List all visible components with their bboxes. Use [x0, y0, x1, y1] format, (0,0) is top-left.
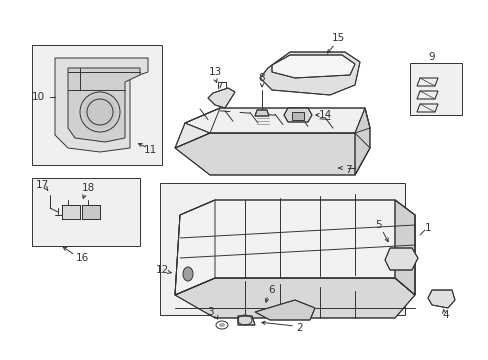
Polygon shape — [254, 300, 314, 320]
Text: 11: 11 — [143, 145, 156, 155]
Polygon shape — [238, 316, 254, 325]
Polygon shape — [284, 108, 311, 122]
Polygon shape — [394, 200, 414, 295]
Polygon shape — [384, 248, 417, 270]
Text: 18: 18 — [81, 183, 95, 193]
Bar — [62, 205, 80, 219]
Text: 10: 10 — [31, 92, 44, 102]
Text: 4: 4 — [442, 310, 448, 320]
Polygon shape — [427, 290, 454, 308]
Bar — [160, 183, 404, 315]
Polygon shape — [175, 278, 414, 318]
Bar — [82, 205, 100, 219]
Text: 7: 7 — [344, 165, 350, 175]
Polygon shape — [68, 68, 140, 142]
Text: 12: 12 — [155, 265, 168, 275]
Bar — [62, 205, 80, 219]
Bar — [291, 112, 304, 120]
Text: 6: 6 — [268, 285, 275, 295]
Bar — [82, 205, 100, 219]
Text: 1: 1 — [424, 223, 430, 233]
Text: 14: 14 — [318, 110, 331, 120]
Bar — [32, 178, 140, 246]
Bar — [409, 63, 461, 115]
Text: 17: 17 — [35, 180, 48, 190]
Text: 2: 2 — [296, 323, 303, 333]
Ellipse shape — [183, 267, 193, 281]
Polygon shape — [175, 133, 369, 175]
Bar — [32, 45, 162, 165]
Polygon shape — [207, 88, 235, 108]
Ellipse shape — [219, 323, 224, 327]
Polygon shape — [254, 110, 268, 116]
Polygon shape — [271, 55, 354, 78]
Text: 5: 5 — [374, 220, 381, 230]
Text: 16: 16 — [75, 253, 88, 263]
Text: 9: 9 — [428, 52, 434, 62]
Text: 15: 15 — [331, 33, 344, 43]
Text: 3: 3 — [206, 307, 213, 317]
Circle shape — [83, 95, 117, 129]
Polygon shape — [170, 268, 204, 280]
Polygon shape — [260, 52, 359, 95]
Text: 13: 13 — [208, 67, 221, 77]
Polygon shape — [175, 200, 414, 295]
Polygon shape — [175, 200, 215, 295]
Polygon shape — [55, 58, 148, 152]
Text: 8: 8 — [258, 73, 265, 83]
Polygon shape — [354, 108, 369, 175]
Polygon shape — [184, 108, 369, 133]
Polygon shape — [175, 108, 220, 148]
